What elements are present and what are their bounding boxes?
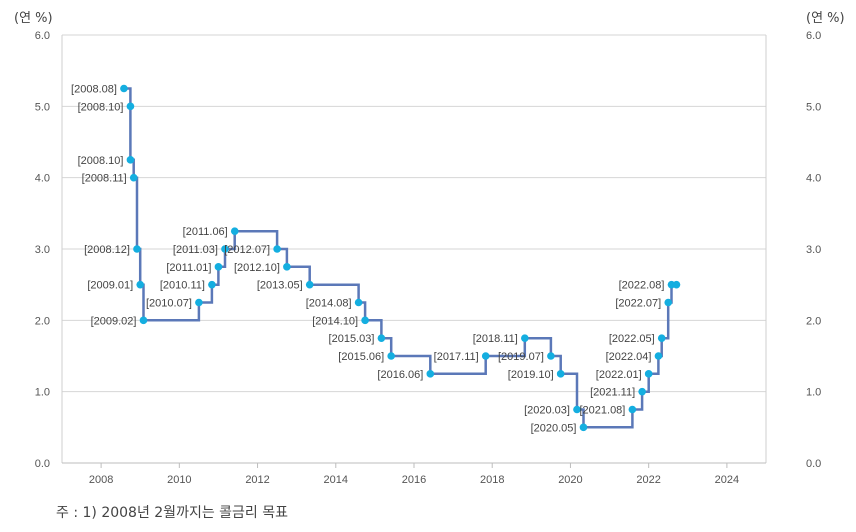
data-label-2008.11: [2008.11] [82,173,127,185]
data-point-2014.08 [354,298,363,307]
y-tick-label-right: 2.0 [806,315,821,327]
data-label-2009.02: [2009.02] [91,315,137,327]
data-point-end [672,280,681,289]
x-tick-label: 2022 [636,474,660,486]
data-label-2014.10: [2014.10] [312,315,358,327]
data-label-2022.04: [2022.04] [606,351,652,363]
data-point-2011.06 [230,227,239,235]
y-tick-label-left: 5.0 [35,101,50,113]
data-label-2022.08: [2022.08] [619,280,665,292]
y-tick-label-right: 6.0 [806,30,821,42]
data-point-2010.11 [208,280,216,289]
y-tick-label-right: 1.0 [806,387,821,399]
data-label-2015.03: [2015.03] [329,333,375,345]
x-tick-label: 2014 [324,474,348,486]
data-point-2015.03 [377,334,386,342]
data-label-2013.05: [2013.05] [257,280,303,292]
data-label-2012.10: [2012.10] [234,262,280,274]
data-label-2011.03: [2011.03] [173,244,218,256]
data-point-2018.11 [521,334,529,342]
data-point-2015.06 [387,352,395,360]
data-point-2022.05 [657,334,666,342]
data-point-2008.11 [129,173,138,182]
data-point-2008.12 [133,245,141,253]
data-point-2008.08 [120,84,128,93]
data-point-2012.07 [273,245,281,253]
data-label-2022.01: [2022.01] [596,369,642,381]
x-tick-label: 2020 [558,474,582,486]
data-point-2010.07 [195,298,203,307]
data-label-2012.07: [2012.07] [224,244,270,256]
data-point-2011.03 [221,245,229,253]
data-label-2011.06: [2011.06] [183,226,228,238]
x-tick-label: 2024 [715,474,739,486]
y-tick-label-right: 0.0 [806,458,821,470]
data-label-2020.05: [2020.05] [531,422,577,434]
data-point-2008.10 [126,156,135,164]
y-tick-label-left: 0.0 [35,458,50,470]
data-label-2009.01: [2009.01] [87,280,133,292]
y-axis-unit-left: (연 %) [14,11,53,26]
y-tick-label-right: 5.0 [806,101,821,113]
rate-series [120,84,681,432]
axes: 0.0 0.0 1.0 1.0 2.0 2.0 3.0 3.0 4.0 4.0 5.0 5.0 6.0 6… [35,30,822,486]
x-tick-label: 2018 [480,474,504,486]
y-tick-label-right: 4.0 [806,173,821,185]
y-tick-label-left: 3.0 [35,244,50,256]
data-labels: [2008.08] [2008.10] [2008.10] [2008.11] [200… [71,84,664,435]
data-label-2021.08: [2021.08] [579,405,625,417]
data-label-2008.12: [2008.12] [84,244,130,256]
data-label-2018.11: [2018.11] [473,333,518,345]
data-label-2011.01: [2011.01] [166,262,211,274]
data-label-2022.07: [2022.07] [615,298,661,310]
data-label-2010.07: [2010.07] [146,298,192,310]
data-point-2009.01 [136,280,145,289]
y-tick-label-left: 6.0 [35,30,50,42]
footnote: 주 : 1) 2008년 2월까지는 콜금리 목표 [56,505,289,521]
grid-lines [62,34,766,464]
data-point-2021.08 [628,405,637,414]
x-tick-label: 2012 [245,474,269,486]
data-label-2014.08: [2014.08] [306,298,352,310]
data-point-2016.06 [426,370,435,378]
data-point-2020.03 [573,405,581,414]
data-label-2008.10: [2008.10] [78,155,124,167]
data-label-2008.10: [2008.10] [78,101,124,113]
data-point-2009.02 [139,316,148,325]
data-point-2020.05 [579,423,588,432]
data-point-2021.11 [638,387,646,396]
data-point-2022.01 [644,370,653,378]
data-point-2019.10 [556,370,565,378]
data-point-2014.10 [361,316,369,325]
x-tick-label: 2010 [167,474,191,486]
data-label-2008.08: [2008.08] [71,84,117,96]
data-label-2017.11: [2017.11] [434,351,479,363]
y-axis-unit-right: (연 %) [806,11,845,26]
y-tick-label-left: 2.0 [35,315,50,327]
data-point-2019.07 [547,352,555,360]
data-point-2022.04 [654,352,663,360]
data-point-2011.01 [214,263,223,271]
x-tick-label: 2008 [89,474,113,486]
data-label-2010.11: [2010.11] [160,280,205,292]
data-point-2017.11 [481,352,490,360]
y-tick-label-left: 1.0 [35,387,50,399]
x-tick-label: 2016 [402,474,426,486]
data-point-2022.07 [664,298,673,307]
data-label-2022.05: [2022.05] [609,333,655,345]
data-label-2021.11: [2021.11] [590,387,635,399]
data-point-2008.10 [126,102,135,111]
data-label-2016.06: [2016.06] [377,369,423,381]
data-label-2015.06: [2015.06] [338,351,384,363]
y-tick-label-left: 4.0 [35,173,50,185]
data-point-2013.05 [305,280,314,289]
data-label-2019.07: [2019.07] [498,351,544,363]
y-tick-label-right: 3.0 [806,244,821,256]
data-point-2012.10 [283,263,291,271]
data-label-2019.10: [2019.10] [508,369,554,381]
data-label-2020.03: [2020.03] [524,405,570,417]
